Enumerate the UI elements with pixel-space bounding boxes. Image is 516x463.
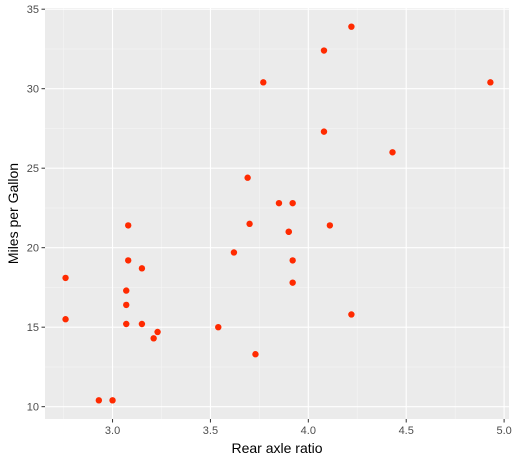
major-gridlines <box>45 8 509 419</box>
data-point <box>275 199 283 207</box>
data-point <box>348 311 355 318</box>
y-tick-label: 30 <box>27 84 39 96</box>
data-point <box>62 316 69 323</box>
data-point <box>289 257 296 264</box>
data-point <box>125 222 132 229</box>
data-point <box>246 220 253 228</box>
data-point <box>230 249 238 256</box>
data-point <box>289 279 296 286</box>
data-point <box>123 320 130 328</box>
x-tick-label: 3.5 <box>203 425 218 437</box>
data-points <box>62 23 494 404</box>
y-tick-label: 15 <box>27 322 39 334</box>
data-point <box>123 287 130 294</box>
x-tick-label: 4.0 <box>301 425 316 437</box>
x-axis-ticks: 3.0 3.5 4.0 4.5 5.0 <box>105 419 512 437</box>
data-point <box>348 23 355 30</box>
data-point <box>326 222 334 229</box>
data-point <box>154 328 161 336</box>
data-point <box>62 274 69 282</box>
minor-gridlines <box>45 8 509 419</box>
x-axis-title: Rear axle ratio <box>231 440 322 456</box>
data-point <box>260 79 267 86</box>
plot-panel <box>45 8 509 419</box>
y-axis-title: Miles per Gallon <box>5 163 21 264</box>
data-point <box>150 335 157 342</box>
data-point <box>123 301 130 309</box>
x-tick-label: 4.5 <box>399 425 414 437</box>
data-point <box>109 397 116 404</box>
data-point <box>289 199 296 207</box>
data-point <box>125 257 132 264</box>
y-tick-label: 10 <box>27 402 39 414</box>
data-point <box>138 320 146 328</box>
data-point <box>138 265 146 272</box>
data-point <box>487 79 494 86</box>
y-axis-ticks: 10 15 20 25 30 35 <box>27 4 45 414</box>
data-point <box>389 149 396 156</box>
data-point <box>320 128 328 135</box>
data-point <box>285 228 292 235</box>
data-point <box>244 174 251 181</box>
x-tick-label: 3.0 <box>105 425 120 437</box>
data-point <box>215 323 222 331</box>
data-point <box>95 397 103 404</box>
data-point <box>320 47 328 54</box>
y-tick-label: 35 <box>27 4 39 16</box>
y-tick-label: 25 <box>27 163 39 175</box>
data-point <box>252 351 259 358</box>
y-tick-label: 20 <box>27 243 39 255</box>
x-tick-label: 5.0 <box>496 425 511 437</box>
